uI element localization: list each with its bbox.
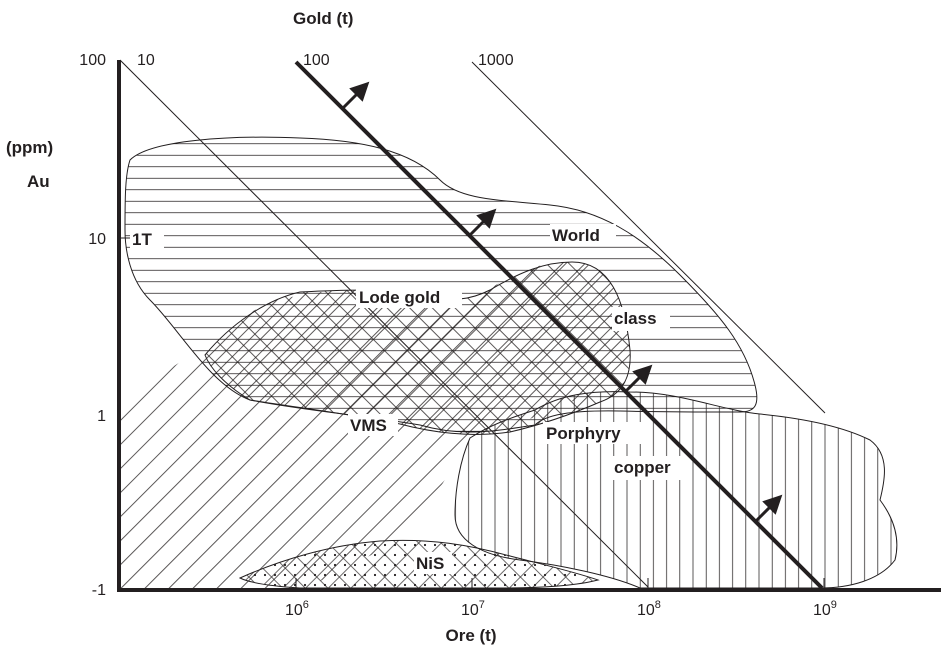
label-bg-lode-gold — [356, 286, 462, 308]
x-tick-1e8-base: 10 — [637, 602, 655, 619]
arrow-group — [341, 81, 783, 523]
label-bg-vms — [348, 414, 398, 436]
y-tick-10: 10 — [88, 231, 106, 248]
x-tick-1e8: 108 — [637, 599, 661, 619]
label-bg-class — [612, 307, 670, 331]
label-porphyry: Porphyry — [546, 424, 621, 443]
y-tick-1: 1 — [97, 408, 106, 425]
bottom-axis-title: Ore (t) — [446, 626, 497, 645]
gold-contour-label-10: 10 — [137, 52, 155, 69]
label-bg-nis — [414, 552, 452, 574]
x-tick-1e7-base: 10 — [461, 602, 479, 619]
x-tick-1e6: 106 — [285, 599, 309, 619]
label-bg-1t — [130, 228, 164, 248]
x-tick-1e9-base: 10 — [813, 602, 831, 619]
arrow-4-head — [762, 494, 783, 515]
arrow-1-head — [349, 81, 370, 102]
label-nis: NiS — [416, 554, 444, 573]
x-tick-1e6-exp: 6 — [303, 599, 309, 611]
x-tick-1e7: 107 — [461, 599, 485, 619]
arrow-3-head — [632, 364, 653, 385]
x-tick-1e9-exp: 9 — [831, 599, 837, 611]
label-1t: 1T — [132, 230, 152, 249]
label-bg-world — [550, 224, 616, 246]
gold-line-100 — [294, 60, 824, 590]
top-axis-title: Gold (t) — [293, 9, 353, 28]
left-axis-name: Au — [27, 172, 50, 191]
x-tick-1e6-base: 10 — [285, 602, 303, 619]
left-axis-unit: (ppm) — [6, 138, 53, 157]
label-world: World — [552, 226, 600, 245]
y-tick-100: 100 — [79, 52, 106, 69]
label-bg-copper — [612, 456, 684, 480]
x-tick-1e8-exp: 8 — [655, 599, 661, 611]
label-vms: VMS — [350, 416, 387, 435]
label-class: class — [614, 309, 657, 328]
gold-line-1000 — [471, 61, 826, 414]
y-tick-minus-1: -1 — [92, 582, 106, 599]
label-lode-gold: Lode gold — [359, 288, 440, 307]
x-tick-1e7-exp: 7 — [479, 599, 485, 611]
label-copper: copper — [614, 458, 671, 477]
gold-contour-label-100: 100 — [303, 52, 330, 69]
x-tick-1e9: 109 — [813, 599, 837, 619]
label-bg-porphyry — [543, 422, 641, 444]
arrow-2-head — [476, 208, 497, 229]
gold-contour-label-1000: 1000 — [478, 52, 514, 69]
